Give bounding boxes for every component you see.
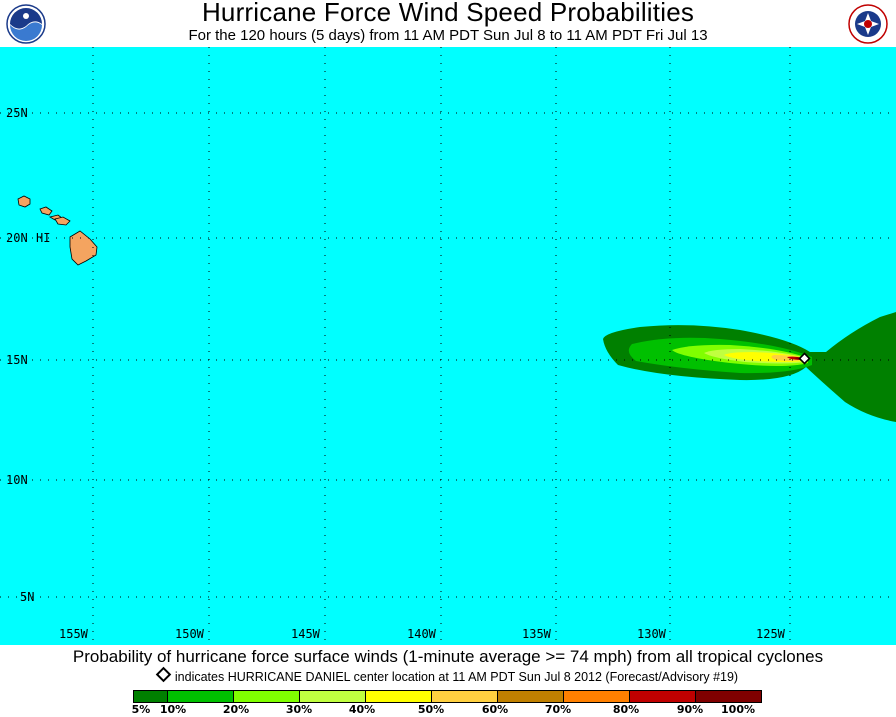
lat-label-5n: 5N (20, 590, 34, 604)
legend-label: 30% (285, 703, 313, 716)
lon-label-145w: 145W (291, 627, 321, 641)
legend-swatch (234, 691, 300, 702)
legend-swatch (432, 691, 498, 702)
island-oahu (39, 206, 53, 216)
island-kauai (17, 195, 31, 208)
legend-label: 10% (159, 703, 187, 716)
lat-label-20n: 20N (6, 231, 28, 245)
legend-swatch (366, 691, 432, 702)
lon-label-155w: 155W (59, 627, 89, 641)
storm-center-marker (798, 352, 811, 365)
lon-label-125w: 125W (756, 627, 786, 641)
lon-label-135w: 135W (522, 627, 552, 641)
hawaiian-islands (17, 195, 98, 266)
map-caption: Probability of hurricane force surface w… (72, 647, 824, 666)
lon-label-130w: 130W (637, 627, 667, 641)
legend-label: 50% (417, 703, 445, 716)
storm-center-note: indicates HURRICANE DANIEL center locati… (0, 666, 896, 684)
noaa-logo-icon (6, 4, 46, 44)
island-hawaii (69, 230, 98, 266)
lat-label-25n: 25N (6, 106, 28, 120)
legend-swatch (630, 691, 696, 702)
footer: Probability of hurricane force surface w… (0, 645, 896, 716)
legend-label: 40% (348, 703, 376, 716)
legend-color-bar (133, 690, 762, 703)
legend-swatch (300, 691, 366, 702)
legend-swatch (564, 691, 630, 702)
lat-label-15n: 15N (6, 353, 28, 367)
legend-swatch (134, 691, 168, 702)
map-subtitle: For the 120 hours (5 days) from 11 AM PD… (188, 27, 708, 44)
lon-label-150w: 150W (175, 627, 205, 641)
legend-label: 100% (721, 703, 755, 716)
legend-swatch (498, 691, 564, 702)
legend-label: 60% (481, 703, 509, 716)
lon-label-140w: 140W (407, 627, 437, 641)
legend-label: 20% (222, 703, 250, 716)
legend-swatch (696, 691, 761, 702)
diamond-icon (155, 666, 172, 683)
legend-label: 80% (612, 703, 640, 716)
lat-label-10n: 10N (6, 473, 28, 487)
map-title: Hurricane Force Wind Speed Probabilities (201, 0, 695, 27)
legend-label: 5% (131, 703, 151, 716)
place-label-hi: HI (36, 231, 50, 245)
legend-label: 90% (676, 703, 704, 716)
header: Hurricane Force Wind Speed Probabilities… (0, 0, 896, 47)
island-maui (54, 216, 71, 226)
nws-logo-icon (848, 4, 888, 44)
legend-swatch (168, 691, 234, 702)
storm-center-note-text: indicates HURRICANE DANIEL center locati… (174, 670, 739, 684)
legend-label: 70% (544, 703, 572, 716)
probability-map: 25N 20N HI 15N 10N 5N 155W 150W 145W 140… (0, 47, 896, 645)
legend-labels: 5% 10% 20% 30% 40% 50% 60% 70% 80% 90% 1… (0, 703, 896, 717)
graticule (0, 47, 896, 645)
